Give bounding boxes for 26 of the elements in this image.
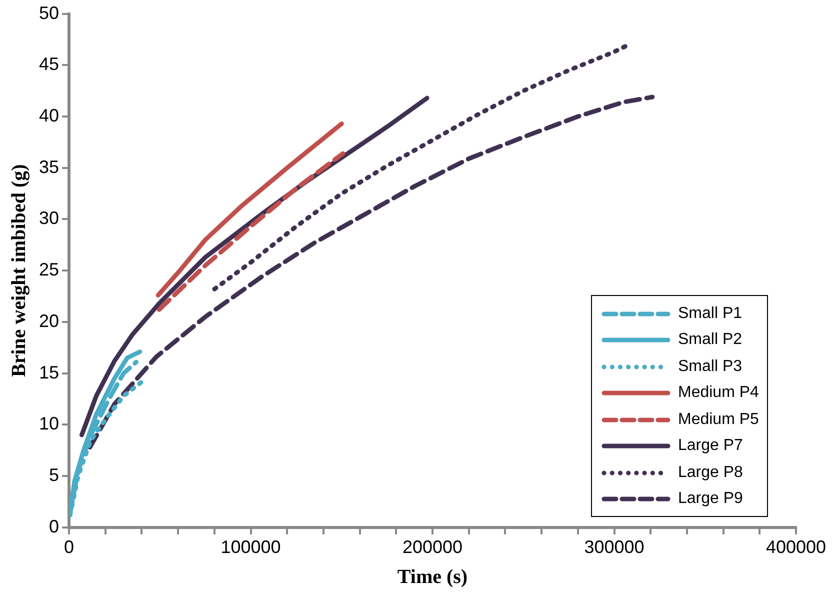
- y-tick-label: 40: [38, 105, 60, 126]
- x-tick-label: 300000: [584, 537, 644, 558]
- x-tick-label: 0: [64, 537, 74, 558]
- y-tick-label: 5: [49, 465, 60, 486]
- y-tick-label: 10: [38, 414, 60, 434]
- y-tick-label: 20: [38, 310, 60, 331]
- x-tick-label: 400000: [766, 537, 826, 558]
- y-tick-label: 35: [38, 156, 60, 177]
- legend-label: Large P9: [678, 490, 743, 508]
- legend-label: Small P3: [678, 358, 742, 376]
- legend-label: Large P7: [678, 437, 743, 456]
- y-tick-label: 15: [38, 362, 60, 382]
- x-tick-label: 100000: [220, 537, 281, 558]
- legend-label: Medium P4: [678, 384, 759, 402]
- legend-label: Small P1: [678, 304, 742, 323]
- y-tick-label: 45: [38, 54, 60, 74]
- x-axis-title: Time (s): [397, 566, 468, 588]
- x-tick-label: 200000: [402, 537, 463, 558]
- y-axis-title: Brine weight imbibed (g): [8, 164, 30, 377]
- y-tick-label: 30: [38, 208, 60, 228]
- y-tick-label: 50: [38, 2, 60, 23]
- legend-label: Large P8: [678, 464, 743, 482]
- legend-label: Small P2: [678, 331, 742, 350]
- y-tick-label: 0: [49, 516, 60, 536]
- y-tick-label: 25: [38, 260, 60, 280]
- legend-label: Medium P5: [678, 410, 759, 429]
